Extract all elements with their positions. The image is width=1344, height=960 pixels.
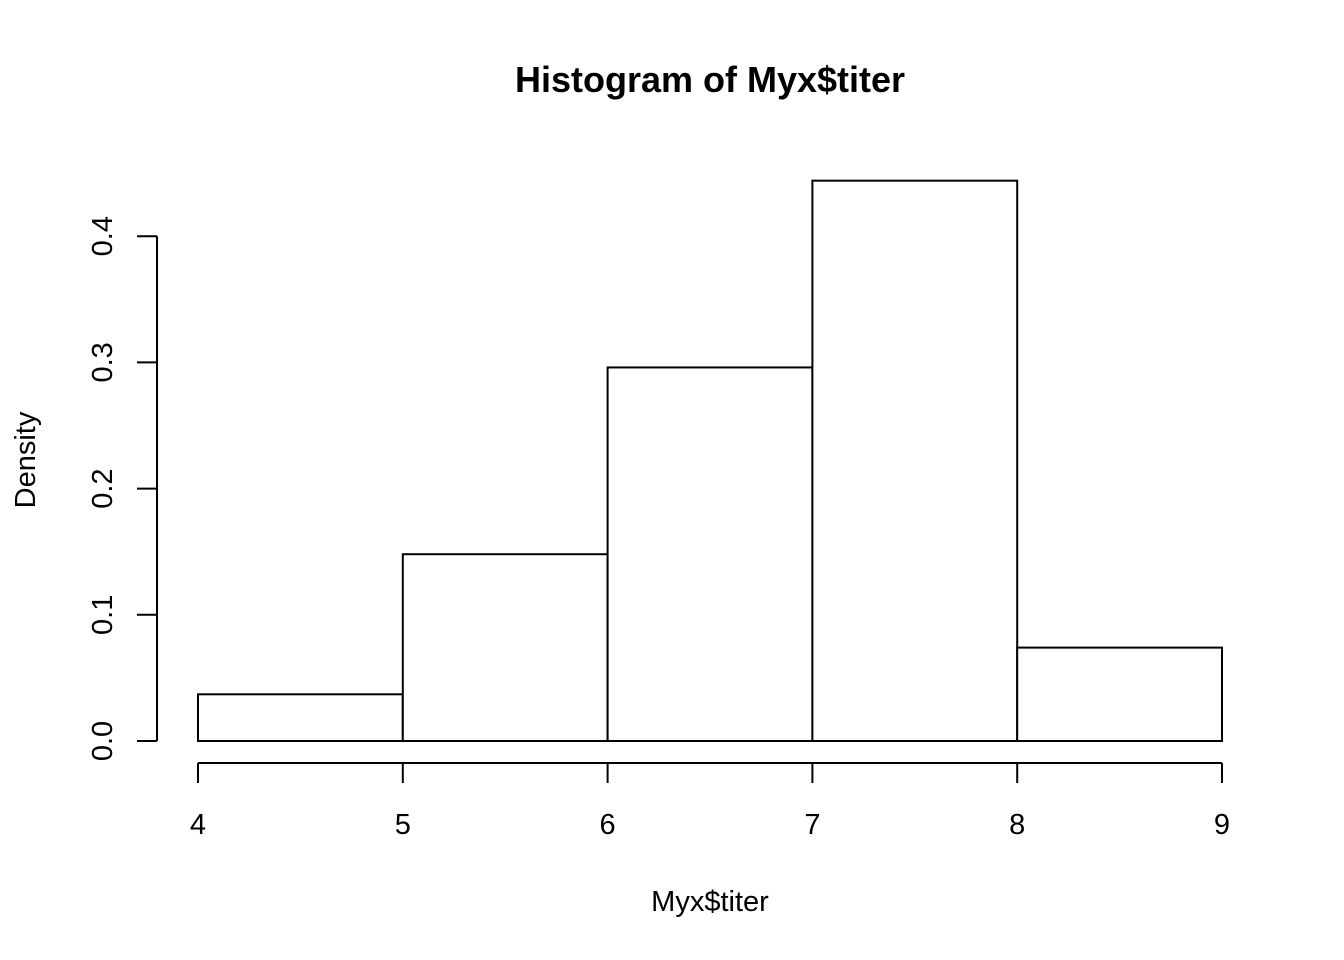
histogram-bar — [811, 179, 1019, 742]
y-axis-label: Density — [10, 411, 42, 508]
y-tick-label: 0.3 — [87, 342, 119, 382]
histogram-bar — [1016, 646, 1224, 742]
y-tick-label: 0.4 — [87, 216, 119, 256]
chart-title: Histogram of Myx$titer — [515, 59, 905, 100]
y-tick-label: 0.2 — [87, 468, 119, 508]
histogram-bar — [606, 366, 814, 742]
y-tick-label: 0.0 — [87, 721, 119, 761]
x-tick-label: 7 — [804, 809, 820, 841]
y-tick-label: 0.1 — [87, 595, 119, 635]
x-axis-ticks: 4 5 6 7 8 9 — [190, 763, 1230, 841]
histogram-bars — [197, 179, 1224, 743]
x-tick-label: 6 — [600, 809, 616, 841]
y-axis-ticks: 0.0 0.1 0.2 0.3 0.4 — [87, 216, 157, 761]
x-axis-label: Myx$titer — [651, 886, 769, 918]
histogram-bar — [401, 553, 609, 742]
x-tick-label: 5 — [395, 809, 411, 841]
y-axis: 0.0 0.1 0.2 0.3 0.4 — [87, 216, 158, 761]
x-tick-label: 9 — [1214, 809, 1230, 841]
x-tick-label: 8 — [1009, 809, 1025, 841]
x-axis: 4 5 6 7 8 9 — [190, 762, 1230, 841]
histogram-bar — [197, 693, 404, 743]
x-tick-label: 4 — [190, 809, 206, 841]
